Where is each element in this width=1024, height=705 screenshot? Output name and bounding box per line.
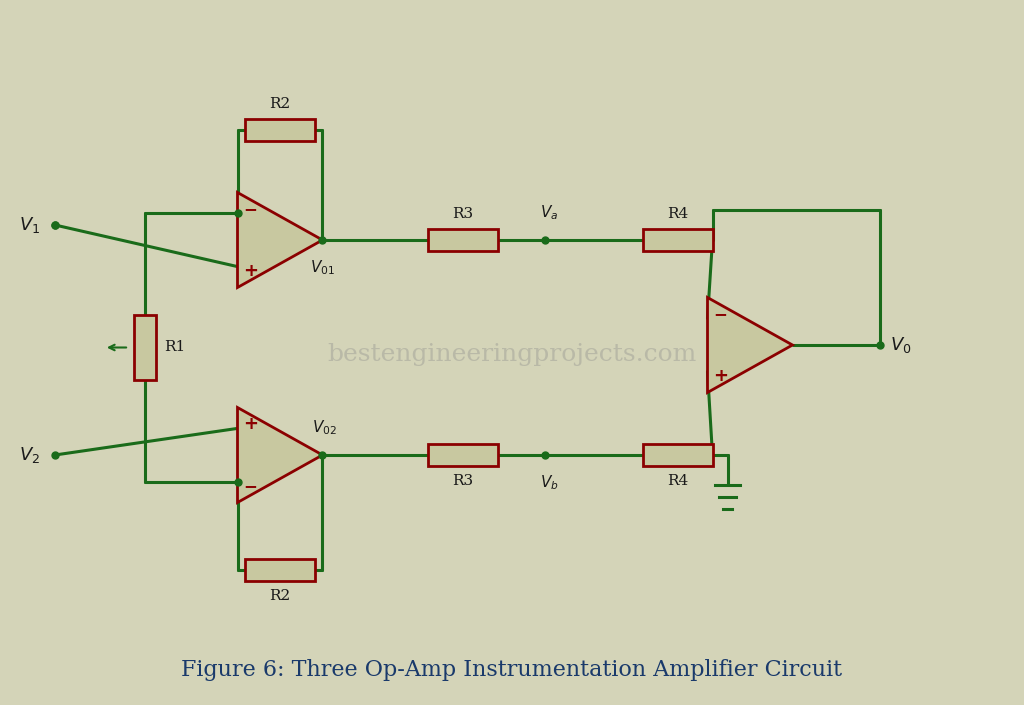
FancyBboxPatch shape: [134, 315, 156, 380]
Text: +: +: [713, 367, 728, 385]
Text: R3: R3: [452, 207, 473, 221]
Text: R4: R4: [667, 207, 688, 221]
Text: $V_1$: $V_1$: [18, 215, 40, 235]
Text: $V_{01}$: $V_{01}$: [310, 258, 335, 276]
Text: −: −: [244, 200, 257, 219]
FancyBboxPatch shape: [642, 444, 713, 466]
FancyBboxPatch shape: [427, 229, 498, 251]
FancyBboxPatch shape: [427, 444, 498, 466]
Text: −: −: [714, 305, 727, 324]
Text: bestengineeringprojects.com: bestengineeringprojects.com: [328, 343, 696, 367]
Text: Figure 6: Three Op-Amp Instrumentation Amplifier Circuit: Figure 6: Three Op-Amp Instrumentation A…: [181, 659, 843, 681]
Polygon shape: [708, 298, 793, 393]
Text: −: −: [244, 477, 257, 495]
FancyBboxPatch shape: [245, 559, 315, 581]
Text: R1: R1: [164, 341, 185, 355]
Text: $V_b$: $V_b$: [540, 473, 558, 491]
Text: $V_{02}$: $V_{02}$: [312, 418, 337, 437]
Polygon shape: [238, 407, 323, 503]
Text: R3: R3: [452, 474, 473, 488]
Text: R2: R2: [269, 97, 291, 111]
Text: +: +: [243, 262, 258, 280]
Text: $V_0$: $V_0$: [890, 335, 911, 355]
Polygon shape: [238, 192, 323, 288]
Text: $V_a$: $V_a$: [540, 203, 558, 222]
Text: R2: R2: [269, 589, 291, 603]
Text: $V_2$: $V_2$: [18, 445, 40, 465]
Text: R4: R4: [667, 474, 688, 488]
FancyBboxPatch shape: [245, 119, 315, 141]
FancyBboxPatch shape: [642, 229, 713, 251]
Text: +: +: [243, 415, 258, 434]
